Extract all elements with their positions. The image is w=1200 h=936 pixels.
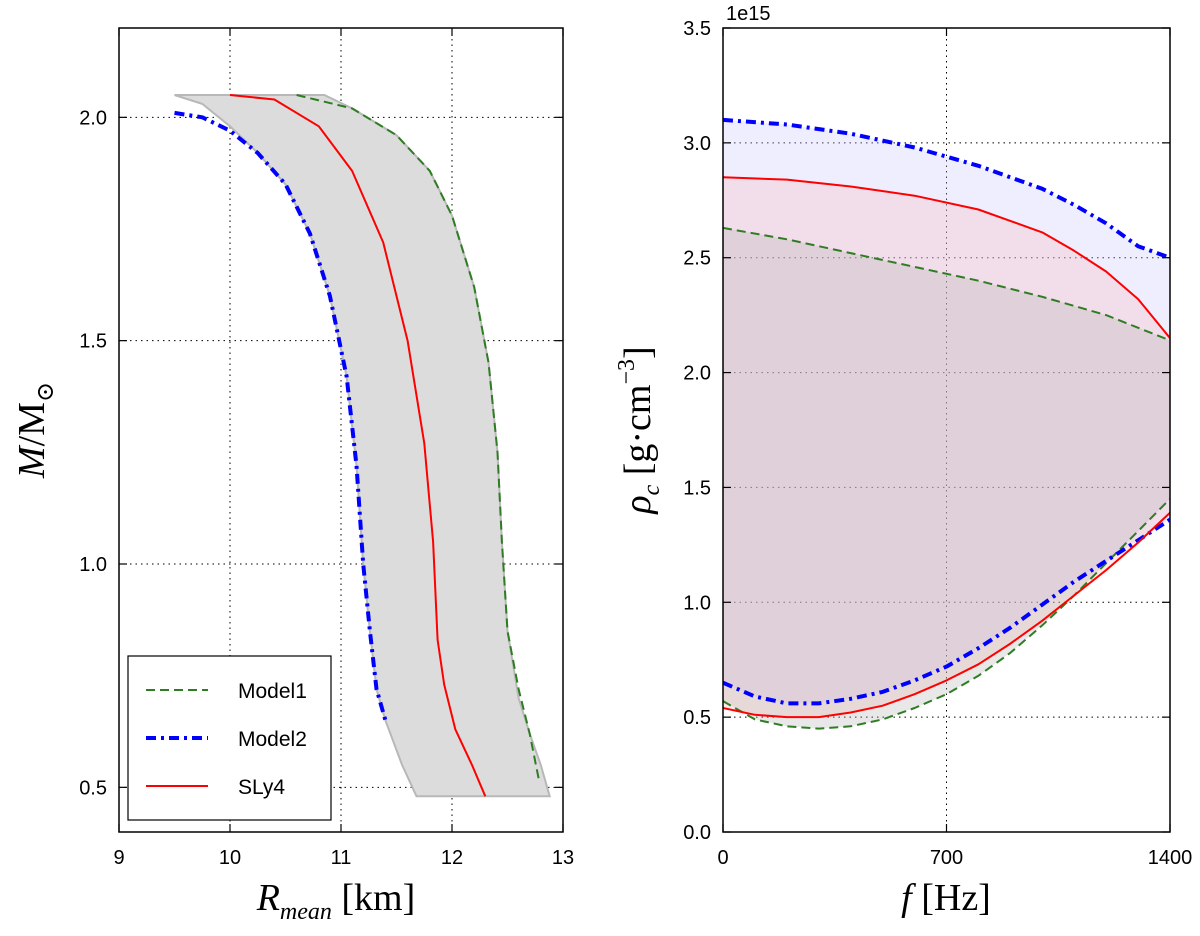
series-sly4 bbox=[229, 94, 487, 797]
mass-radius-panel: 9 10 11 12 13 0.5 1.0 1.5 2.0 Model1 Model2 SLy4 R… bbox=[11, 27, 574, 925]
x-tick-label: 9 bbox=[113, 847, 124, 869]
x-tick-label: 1400 bbox=[1148, 847, 1193, 869]
right-x-axis-title: f [Hz] bbox=[901, 877, 991, 919]
right-y-axis-title: ρc [g·cm−3] bbox=[614, 346, 665, 514]
y-tick-label: 3.0 bbox=[683, 133, 711, 155]
y-tick-label: 2.0 bbox=[79, 107, 107, 129]
model1-band-fill bbox=[723, 227, 1170, 729]
series-model2-upper bbox=[723, 117, 1170, 260]
y-tick-label: 1.0 bbox=[683, 592, 711, 614]
y-tick-label: 2.0 bbox=[683, 363, 711, 385]
series-model1-lower bbox=[723, 498, 1170, 730]
left-y-axis-title: M/M⊙ bbox=[11, 382, 59, 479]
series-sly4-lower bbox=[723, 511, 1170, 719]
legend-label-sly4: SLy4 bbox=[238, 776, 285, 799]
x-tick-label: 13 bbox=[552, 847, 574, 869]
x-tick-label: 11 bbox=[331, 847, 352, 869]
y-tick-label: 0.5 bbox=[683, 707, 711, 729]
x-tick-label: 0 bbox=[717, 847, 728, 869]
x-tick-label: 700 bbox=[930, 847, 963, 869]
legend-label-model1: Model1 bbox=[238, 680, 307, 703]
right-ticks: 0 700 1400 0.0 0.5 1.0 1.5 2.0 2.5 3.0 3.5 bbox=[683, 18, 1192, 869]
sly4-band-fill bbox=[723, 177, 1170, 718]
density-frequency-panel: 0 700 1400 0.0 0.5 1.0 1.5 2.0 2.5 3.0 3.5 1e15 f … bbox=[614, 3, 1192, 919]
right-fills bbox=[723, 119, 1170, 729]
series-model2 bbox=[174, 110, 388, 721]
right-series bbox=[723, 117, 1170, 730]
y-tick-label: 0.5 bbox=[79, 777, 107, 799]
right-gridlines bbox=[723, 28, 1170, 832]
y-tick-label: 1.5 bbox=[683, 477, 711, 499]
x-tick-label: 12 bbox=[441, 847, 463, 869]
left-ticks: 9 10 11 12 13 0.5 1.0 1.5 2.0 bbox=[79, 28, 574, 869]
series-model1-upper bbox=[723, 226, 1170, 342]
series-sly4-upper bbox=[723, 176, 1170, 339]
right-offset-text: 1e15 bbox=[726, 3, 771, 25]
left-legend: Model1 Model2 SLy4 bbox=[127, 655, 332, 821]
y-tick-label: 1.5 bbox=[79, 331, 107, 353]
y-tick-label: 3.5 bbox=[683, 18, 711, 40]
series-model1 bbox=[296, 94, 540, 779]
left-series bbox=[174, 94, 540, 797]
model2-band-fill bbox=[723, 119, 1170, 704]
series-model2-lower bbox=[723, 517, 1170, 706]
y-tick-label: 2.5 bbox=[683, 248, 711, 270]
y-tick-label: 0.0 bbox=[683, 822, 711, 844]
x-tick-label: 10 bbox=[219, 847, 241, 869]
left-x-axis-title: Rmean [km] bbox=[256, 877, 416, 925]
legend-label-model2: Model2 bbox=[238, 728, 307, 751]
y-tick-label: 1.0 bbox=[79, 554, 107, 576]
